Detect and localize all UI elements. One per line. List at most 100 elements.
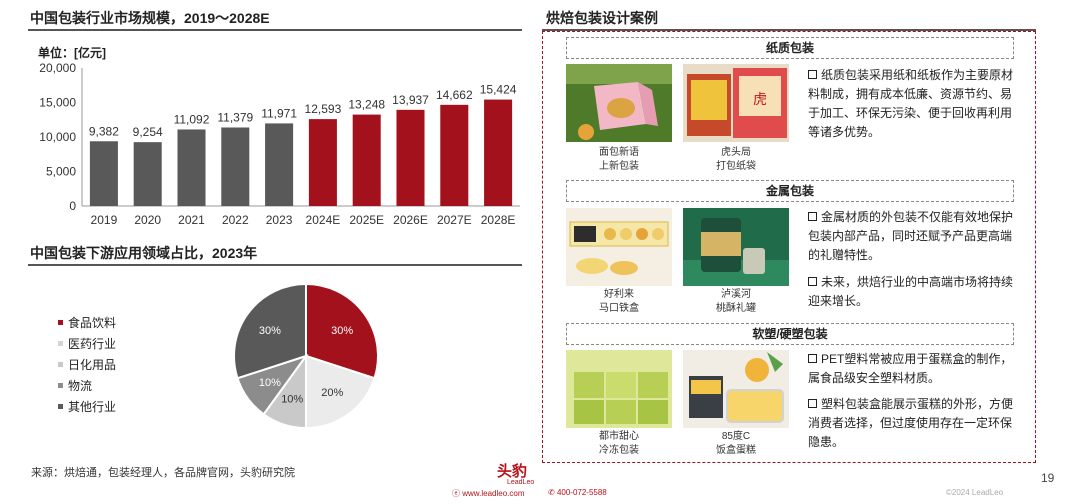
legend-label: 物流 xyxy=(68,379,93,393)
bar-value-label: 11,379 xyxy=(217,110,253,124)
legend-item: 食品饮料 xyxy=(58,312,116,333)
case-header-plastic: 软塑/硬塑包装 xyxy=(566,323,1014,345)
bullet-plastic-2: 塑料包装盒能展示蛋糕的外形，方便消费者选择，但过度使用存在一定环保隐患。 xyxy=(808,397,1014,449)
photo-luxihe-can xyxy=(683,208,789,286)
pie-chart: 30% 20% 10%10% 30% xyxy=(233,282,379,430)
checkbox-icon xyxy=(808,354,817,363)
bar-2026E xyxy=(396,109,425,206)
checkbox-icon xyxy=(808,212,817,221)
source-note: 来源：烘焙通，包装经理人，各品牌官网，头豹研究院 xyxy=(31,467,295,479)
x-tick-label: 2020 xyxy=(134,213,161,227)
legend-item: 其他行业 xyxy=(58,396,116,417)
bar-2025E xyxy=(352,114,381,206)
bar-title-rule xyxy=(28,29,522,31)
photo-bread-talk-box xyxy=(566,64,672,142)
svg-text:虎: 虎 xyxy=(753,92,767,108)
legend-item: 物流 xyxy=(58,375,116,396)
x-tick-label: 2022 xyxy=(222,213,249,227)
x-tick-label: 2023 xyxy=(266,213,293,227)
case-header-paper: 纸质包装 xyxy=(566,37,1014,59)
caption-luxihe: 泸溪河 桃酥礼罐 xyxy=(716,289,756,314)
legend-label: 食品饮料 xyxy=(68,316,117,330)
pie-value-label: 30% xyxy=(331,325,353,337)
bar-value-label: 11,971 xyxy=(261,106,297,120)
photo-tiger-bag: 虎 xyxy=(683,64,789,142)
y-tick-label: 10,000 xyxy=(39,130,76,144)
footer-phone: ✆ 400-072-5588 xyxy=(548,488,607,497)
caption-city-sweetheart: 都市甜心 冷冻包装 xyxy=(599,431,639,456)
x-tick-label: 2024E xyxy=(306,213,341,227)
bar-value-label: 13,248 xyxy=(348,98,385,112)
bar-2020 xyxy=(133,142,162,206)
legend-label: 医药行业 xyxy=(68,337,117,351)
legend-item: 日化用品 xyxy=(58,354,116,375)
footer-copyright: ©2024 LeadLeo xyxy=(946,488,1004,497)
bar-value-label: 13,937 xyxy=(392,93,429,107)
bar-2022 xyxy=(221,127,250,206)
caption-85c: 85度C 饭盒蛋糕 xyxy=(716,431,756,456)
bar-value-label: 12,593 xyxy=(305,102,342,116)
checkbox-icon xyxy=(808,277,817,286)
caption-holiland: 好利来 马口铁盒 xyxy=(599,289,639,314)
pie-title-rule xyxy=(28,264,522,266)
bar-value-label: 9,382 xyxy=(89,124,119,138)
pie-slice-其他行业 xyxy=(233,282,307,380)
bar-2023 xyxy=(265,123,294,206)
bullet-plastic-1: PET塑料常被应用于蛋糕盒的制作，属食品级安全塑料材质。 xyxy=(808,352,1013,385)
cases-title-rule xyxy=(542,29,1036,31)
x-tick-label: 2026E xyxy=(393,213,428,227)
bullet-metal-1: 金属材质的外包装不仅能有效地保护包装内部产品，同时还赋予产品更高端的礼赠特性。 xyxy=(808,210,1014,262)
photo-city-sweetheart xyxy=(566,350,672,428)
pie-value-label: 10% xyxy=(259,377,281,389)
footer-website[interactable]: ⓔ www.leadleo.com xyxy=(452,489,525,498)
legend-label: 日化用品 xyxy=(68,358,117,372)
pie-value-label: 20% xyxy=(321,387,343,399)
bar-2028E xyxy=(484,99,513,206)
x-tick-label: 2025E xyxy=(349,213,384,227)
x-tick-label: 2028E xyxy=(481,213,516,227)
pie-value-label: 10% xyxy=(281,393,303,405)
bar-2024E xyxy=(308,119,337,206)
bar-2021 xyxy=(177,129,206,206)
x-tick-label: 2019 xyxy=(91,213,118,227)
pie-slice-食品饮料 xyxy=(305,282,379,380)
caption-tiger: 虎头局 打包纸袋 xyxy=(716,147,756,172)
cases-title: 烘焙包装设计案例 xyxy=(546,10,658,26)
checkbox-icon xyxy=(808,70,817,79)
web-icon: ⓔ xyxy=(452,489,463,498)
pie-slice-医药行业 xyxy=(305,354,376,430)
y-tick-label: 5,000 xyxy=(46,165,76,179)
legend-swatch xyxy=(58,320,63,325)
legend-swatch xyxy=(58,383,63,388)
bar-value-label: 15,424 xyxy=(480,83,517,97)
bar-chart: 0 5,000 10,000 15,000 20,000 9,382 2019 9,254 20… xyxy=(39,61,520,227)
bar-2027E xyxy=(440,104,469,206)
page-number: 19 xyxy=(1041,471,1055,485)
bar-value-label: 9,254 xyxy=(133,125,163,139)
bar-value-label: 14,662 xyxy=(436,88,473,102)
legend-swatch xyxy=(58,404,63,409)
pie-value-label: 30% xyxy=(259,325,281,337)
checkbox-icon xyxy=(808,399,817,408)
bullet-paper-1: 纸质包装采用纸和纸板作为主要原材料制成，拥有成本低廉、资源节约、易于加工、环保无… xyxy=(808,68,1014,139)
footer-logo: 头豹 LeadLeo xyxy=(497,463,535,486)
pie-chart-title: 中国包装下游应用领域占比，2023年 xyxy=(30,245,258,261)
caption-bread-talk: 面包新语 上新包装 xyxy=(599,147,639,172)
legend-item: 医药行业 xyxy=(58,333,116,354)
y-tick-label: 0 xyxy=(69,199,76,213)
pie-legend: 食品饮料医药行业日化用品物流其他行业 xyxy=(58,312,116,417)
bar-chart-title: 中国包装行业市场规模，2019～2028E xyxy=(30,10,270,26)
bullet-metal-2: 未来，烘焙行业的中高端市场将持续迎来增长。 xyxy=(808,275,1014,308)
bar-unit-label: 单位：[亿元] xyxy=(38,46,106,60)
legend-swatch xyxy=(58,362,63,367)
legend-swatch xyxy=(58,341,63,346)
photo-85c-cake xyxy=(683,350,789,428)
y-tick-label: 15,000 xyxy=(39,96,76,110)
case-header-metal: 金属包装 xyxy=(566,180,1014,202)
bar-value-label: 11,092 xyxy=(174,112,210,126)
bar-2019 xyxy=(89,141,118,206)
cases-panel xyxy=(542,31,1036,463)
phone-icon: ✆ xyxy=(548,488,557,497)
legend-label: 其他行业 xyxy=(68,400,117,414)
x-tick-label: 2021 xyxy=(178,213,205,227)
